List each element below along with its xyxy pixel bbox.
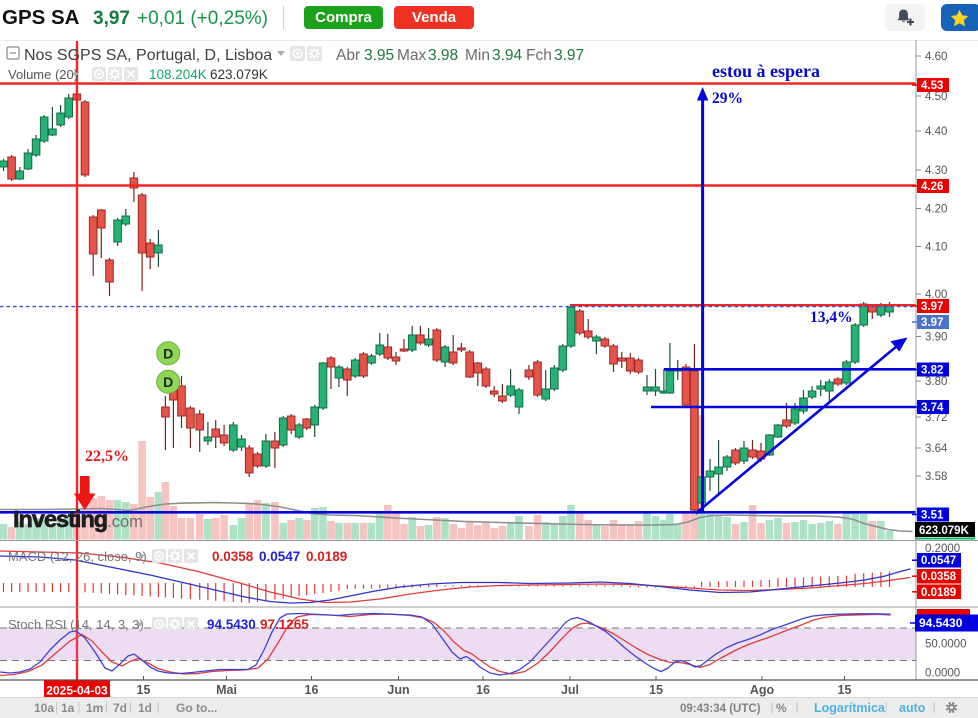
svg-text:29%: 29% <box>712 90 743 107</box>
svg-text:0.0189: 0.0189 <box>306 549 347 564</box>
svg-text:3.82: 3.82 <box>921 365 943 377</box>
svg-text:4.40: 4.40 <box>925 126 947 138</box>
svg-text:1a: 1a <box>61 701 75 715</box>
svg-text:0.0000: 0.0000 <box>925 668 960 680</box>
svg-text:3.97: 3.97 <box>921 317 943 329</box>
svg-text:Volume (20): Volume (20) <box>8 67 78 82</box>
svg-text:Jul: Jul <box>561 683 579 697</box>
svg-text:10a: 10a <box>34 701 54 715</box>
svg-text:97.1265: 97.1265 <box>260 617 309 632</box>
svg-text:4.10: 4.10 <box>925 242 947 254</box>
svg-text:Stoch RSI (14, 14, 3, 3): Stoch RSI (14, 14, 3, 3) <box>8 617 144 632</box>
svg-text:3.51: 3.51 <box>921 510 944 522</box>
svg-text:0.0358: 0.0358 <box>921 571 957 583</box>
svg-text:4.00: 4.00 <box>925 289 947 301</box>
svg-text:7d: 7d <box>113 701 127 715</box>
svg-text:4.20: 4.20 <box>925 204 947 216</box>
svg-text:3.90: 3.90 <box>925 332 947 344</box>
svg-text:15: 15 <box>838 683 852 697</box>
svg-text:0.0547: 0.0547 <box>921 555 956 567</box>
svg-text:4.26: 4.26 <box>921 181 943 193</box>
svg-text:Nos SGPS SA, Portugal, D, Lisb: Nos SGPS SA, Portugal, D, Lisboa <box>24 47 272 64</box>
svg-text:auto: auto <box>899 701 926 715</box>
svg-text:94.5430: 94.5430 <box>207 617 256 632</box>
svg-text:15: 15 <box>137 683 151 697</box>
svg-text:Jun: Jun <box>387 683 409 697</box>
svg-text:MACD (12, 26, close, 9): MACD (12, 26, close, 9) <box>8 549 147 564</box>
svg-text:2025-04-03: 2025-04-03 <box>46 684 108 698</box>
svg-text:3.74: 3.74 <box>921 402 944 414</box>
svg-text:09:43:34 (UTC): 09:43:34 (UTC) <box>680 703 761 715</box>
svg-text:4.50: 4.50 <box>925 91 947 103</box>
svg-text:0.0189: 0.0189 <box>921 587 956 599</box>
svg-text:Go to...: Go to... <box>176 701 217 715</box>
svg-text:D: D <box>163 374 173 390</box>
svg-text:3.58: 3.58 <box>925 471 947 483</box>
svg-text:4.53: 4.53 <box>921 80 943 92</box>
svg-text:4.30: 4.30 <box>925 165 947 177</box>
svg-text:estou à espera: estou à espera <box>712 61 820 81</box>
svg-text:0.0358: 0.0358 <box>212 549 254 564</box>
svg-text:0.2000: 0.2000 <box>925 543 960 555</box>
svg-text:Mai: Mai <box>216 683 237 697</box>
svg-text:1m: 1m <box>86 701 103 715</box>
svg-text:3.97: 3.97 <box>921 301 943 313</box>
svg-text:16: 16 <box>476 683 490 697</box>
svg-text:13,4%: 13,4% <box>810 309 853 326</box>
svg-text:4.60: 4.60 <box>925 51 947 63</box>
svg-text:623.079K: 623.079K <box>210 67 268 82</box>
svg-text:Ago: Ago <box>750 683 775 697</box>
svg-text:D: D <box>163 345 173 361</box>
svg-text:%: % <box>776 701 787 715</box>
svg-text:3.72: 3.72 <box>925 412 947 424</box>
svg-text:94.5430: 94.5430 <box>919 616 963 630</box>
svg-text:22,5%: 22,5% <box>85 448 129 465</box>
svg-text:50.0000: 50.0000 <box>925 639 967 651</box>
svg-text:3.64: 3.64 <box>925 443 948 455</box>
svg-text:0.0547: 0.0547 <box>259 549 300 564</box>
svg-text:16: 16 <box>305 683 319 697</box>
svg-text:108.204K: 108.204K <box>149 67 207 82</box>
svg-text:1d: 1d <box>138 701 152 715</box>
svg-text:623.079K: 623.079K <box>919 525 970 537</box>
svg-text:15: 15 <box>649 683 663 697</box>
svg-text:Logarítmica: Logarítmica <box>814 701 886 715</box>
svg-text:3.80: 3.80 <box>925 376 947 388</box>
